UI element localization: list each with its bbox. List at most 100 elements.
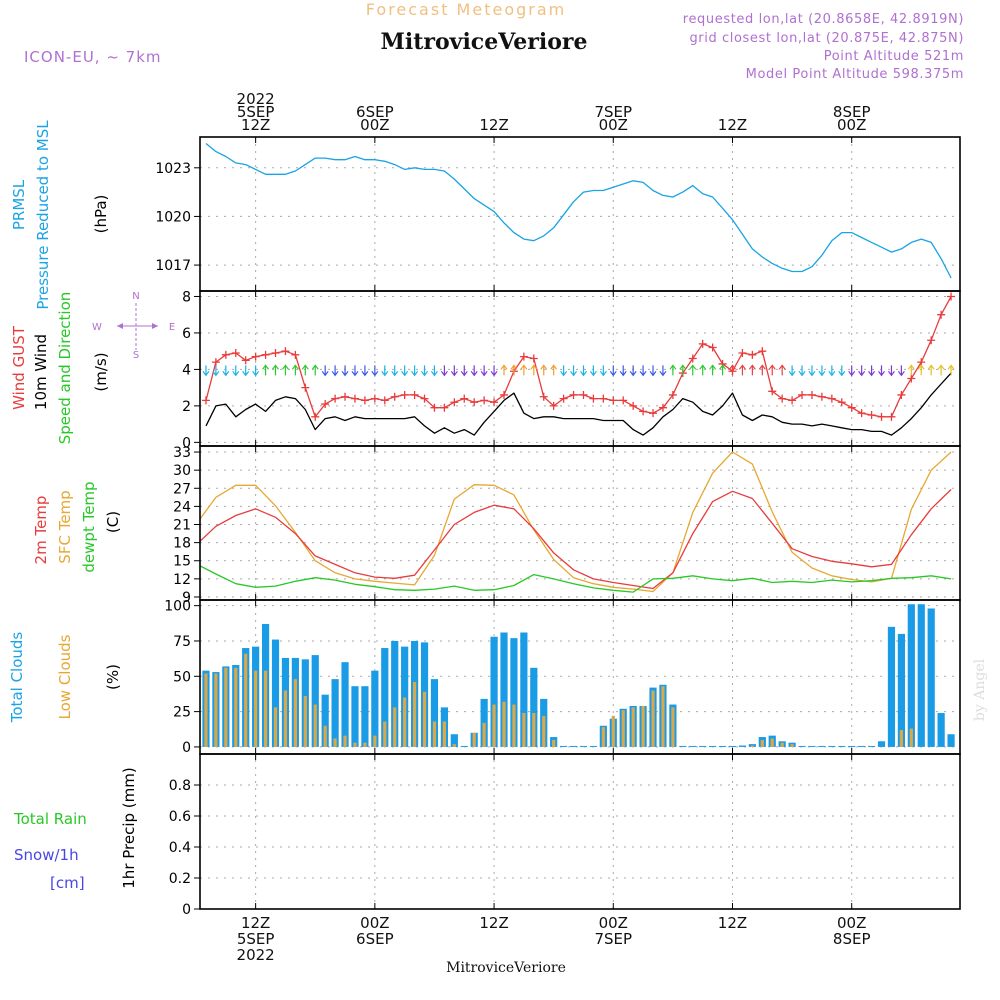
- y-tick-label: 8: [182, 289, 191, 305]
- gust-point: [281, 347, 290, 356]
- wind-direction-arrow: [381, 365, 389, 377]
- y-tick-label: 4: [182, 362, 191, 378]
- wind-direction-arrow: [361, 365, 369, 377]
- total-cloud-bar: [401, 646, 409, 747]
- wind-direction-arrow: [440, 365, 448, 377]
- precip-side-label: Total Rain: [13, 810, 87, 828]
- gust-point: [738, 349, 747, 357]
- wind-direction-arrow: [570, 365, 578, 377]
- total-cloud-bar: [321, 694, 329, 747]
- y-tick-label: 50: [173, 669, 191, 685]
- wind-direction-arrow: [490, 365, 498, 377]
- gust-point: [589, 394, 598, 403]
- wind-direction-arrow: [659, 365, 667, 377]
- low-cloud-bar: [909, 728, 913, 747]
- wind-direction-arrow: [798, 365, 806, 377]
- wind-direction-arrow: [560, 365, 568, 377]
- wind-direction-arrow: [331, 365, 339, 377]
- wind-direction-arrow: [828, 365, 836, 377]
- gust-point: [649, 409, 658, 418]
- time-label-top: 6SEP: [356, 103, 394, 121]
- y-tick-label: 18: [173, 536, 191, 552]
- y-tick-label: 2: [182, 399, 191, 415]
- gust-point: [778, 394, 787, 403]
- panel-label: (hPa): [92, 195, 110, 234]
- wind-direction-arrow: [500, 364, 508, 376]
- time-label-top: 12Z: [479, 116, 508, 134]
- total-cloud-bar: [907, 604, 915, 747]
- total-cloud-bar: [838, 745, 846, 747]
- low-cloud-bar: [522, 713, 526, 747]
- grid: [194, 137, 960, 910]
- total-cloud-bar: [937, 713, 945, 747]
- total-cloud-bar: [579, 745, 588, 747]
- y-tick-label: 0.8: [169, 778, 191, 794]
- wind-direction-arrow: [887, 365, 895, 377]
- low-cloud-bar: [671, 707, 675, 747]
- time-label-bottom: 5SEP: [237, 930, 275, 948]
- gust-point: [658, 403, 667, 412]
- gust-point: [241, 356, 250, 365]
- gust-point: [827, 394, 836, 403]
- total-cloud-bar: [679, 745, 687, 747]
- total-cloud-bar: [589, 745, 598, 747]
- low-cloud-bar: [601, 727, 605, 747]
- wind-direction-arrow: [669, 364, 677, 376]
- y-tick-label: 27: [173, 481, 191, 497]
- low-cloud-bar: [313, 704, 317, 747]
- compass-icon: N S W E: [92, 291, 175, 361]
- total-cloud-bar: [430, 679, 439, 747]
- low-cloud-bar: [790, 744, 794, 747]
- precip-side-label: [cm]: [50, 874, 85, 892]
- gust-point: [211, 358, 220, 367]
- wind-direction-arrow: [719, 364, 727, 376]
- wind-direction-arrow: [311, 364, 319, 376]
- svg-text:S: S: [133, 350, 139, 361]
- total-cloud-bar: [460, 745, 468, 747]
- total-cloud-bar: [371, 670, 379, 747]
- low-cloud-bar: [412, 681, 417, 747]
- low-cloud-bar: [770, 738, 774, 747]
- wind-direction-arrow: [589, 365, 597, 377]
- time-label-top: 00Z: [599, 116, 628, 134]
- y-tick-label: 0.2: [169, 871, 191, 887]
- panel-label: SFC Temp: [56, 490, 74, 563]
- total-cloud-bar: [718, 745, 727, 747]
- total-cloud-bar: [917, 604, 925, 747]
- wind-direction-arrow: [679, 364, 687, 376]
- wind-direction-arrow: [599, 365, 607, 377]
- y-tick-label: 30: [173, 463, 191, 479]
- low-cloud-bar: [273, 707, 278, 747]
- svg-text:N: N: [132, 291, 139, 302]
- wind-direction-arrow: [520, 364, 528, 376]
- wind-direction-arrow: [242, 365, 250, 377]
- wind-direction-arrow: [878, 365, 885, 377]
- gust-point: [579, 390, 588, 399]
- wind-direction-arrow: [639, 365, 647, 377]
- wind-direction-arrow: [321, 365, 329, 377]
- y-tick-label: 0.6: [169, 809, 191, 825]
- y-tick-label: 12: [173, 572, 191, 588]
- total-cloud-bar: [520, 632, 528, 747]
- wind-direction-arrow: [838, 365, 846, 377]
- wind-direction-arrow: [729, 364, 736, 376]
- gust-point: [748, 350, 757, 359]
- total-cloud-bar: [858, 745, 866, 747]
- wind-direction-arrow: [818, 365, 826, 377]
- gust-point: [460, 394, 469, 403]
- wind-direction-arrow: [689, 364, 697, 376]
- gust-point: [867, 411, 876, 419]
- gust-point: [500, 390, 508, 399]
- total-cloud-bar: [808, 745, 816, 747]
- low-cloud-bar: [542, 715, 546, 747]
- low-cloud-bar: [899, 729, 903, 747]
- wind-direction-arrow: [281, 364, 289, 376]
- gust-point: [380, 396, 389, 405]
- total-cloud-bar: [530, 667, 538, 747]
- low-cloud-bar: [482, 722, 486, 747]
- time-label-top: 00Z: [360, 116, 389, 134]
- low-cloud-bar: [254, 670, 258, 747]
- gust-point: [847, 403, 856, 412]
- total-cloud-bar: [848, 745, 856, 747]
- gust-point: [599, 394, 608, 403]
